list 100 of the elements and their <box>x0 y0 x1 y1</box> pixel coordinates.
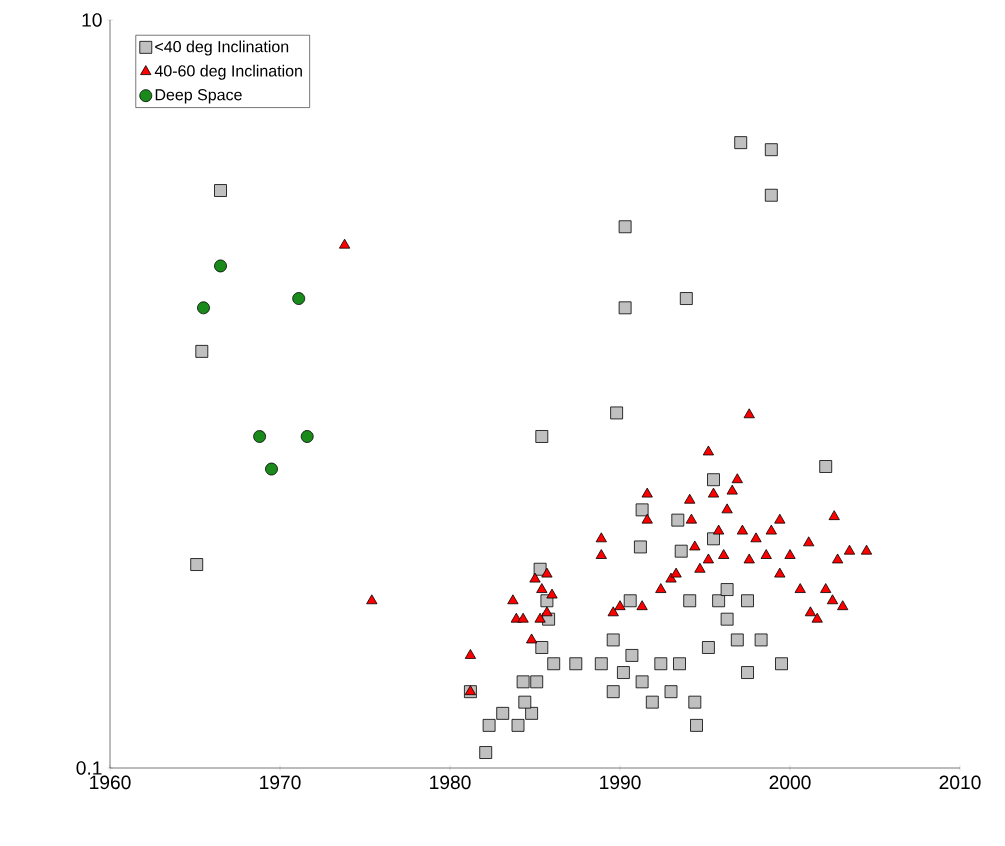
point <box>720 583 734 596</box>
point <box>702 445 715 456</box>
point <box>464 649 477 659</box>
point <box>784 549 796 559</box>
point <box>535 430 549 443</box>
point <box>190 558 204 571</box>
point <box>726 484 738 495</box>
point <box>694 562 706 573</box>
point <box>623 594 637 608</box>
x-tick-label: 1960 <box>90 775 131 790</box>
point <box>718 549 730 559</box>
point <box>366 594 378 605</box>
point <box>775 657 788 671</box>
x-tick-label: 1970 <box>260 775 301 790</box>
point <box>214 259 227 273</box>
point <box>516 675 530 689</box>
point <box>525 706 539 720</box>
point <box>685 513 698 524</box>
point <box>860 544 873 555</box>
point <box>541 567 553 578</box>
point <box>720 612 734 626</box>
point <box>529 572 541 583</box>
point <box>645 695 659 709</box>
point <box>517 612 529 623</box>
point <box>674 544 688 558</box>
point <box>689 540 701 551</box>
point <box>702 553 715 564</box>
point <box>673 657 686 671</box>
point <box>743 408 755 419</box>
point <box>214 184 227 197</box>
point <box>721 503 733 514</box>
point <box>595 549 607 559</box>
point <box>811 612 823 623</box>
point <box>774 567 786 578</box>
point <box>713 524 725 535</box>
x-tick-label: 2010 <box>939 775 981 790</box>
point <box>253 430 266 443</box>
point <box>511 718 525 732</box>
y-tick-label: 10 <box>82 13 102 27</box>
point <box>607 606 619 617</box>
point <box>594 657 608 671</box>
point <box>479 746 493 759</box>
x-tick-label: 1980 <box>430 775 471 790</box>
point <box>826 594 839 605</box>
point <box>595 532 607 543</box>
y-tick-label: 0.1 <box>76 761 102 775</box>
point <box>843 544 856 555</box>
point <box>614 600 626 611</box>
point <box>707 473 720 487</box>
point <box>832 553 844 564</box>
point <box>655 583 667 593</box>
point <box>634 540 647 554</box>
point <box>688 695 702 709</box>
point <box>530 675 544 689</box>
point <box>734 136 748 150</box>
point <box>518 695 532 709</box>
point <box>641 487 653 498</box>
point <box>774 513 786 524</box>
point <box>536 583 548 593</box>
point <box>690 718 703 732</box>
point <box>707 487 720 498</box>
point <box>636 600 648 611</box>
point <box>764 188 778 202</box>
point <box>300 430 314 443</box>
point <box>670 567 682 578</box>
point <box>625 649 639 662</box>
point <box>265 462 278 476</box>
point <box>482 718 496 732</box>
point <box>635 675 649 689</box>
point <box>743 553 755 564</box>
point <box>760 549 772 559</box>
point <box>820 583 832 593</box>
point <box>684 493 696 504</box>
point <box>507 594 519 605</box>
x-tick-label: 1990 <box>600 775 641 790</box>
point <box>541 606 553 617</box>
point <box>741 594 754 608</box>
point <box>641 513 653 524</box>
point <box>197 301 210 315</box>
point <box>546 588 558 599</box>
legend-label: Deep Space <box>155 89 242 104</box>
point <box>617 666 630 679</box>
legend-label: 40-60 deg Inclination <box>154 64 302 80</box>
point <box>764 143 778 157</box>
point <box>664 685 678 699</box>
point <box>195 344 209 358</box>
point <box>819 460 833 473</box>
point <box>526 633 538 644</box>
point <box>547 657 561 671</box>
x-tick-label: 2000 <box>769 775 811 790</box>
point <box>754 633 768 647</box>
point <box>837 600 849 611</box>
point <box>292 292 306 305</box>
point <box>339 238 351 249</box>
point <box>618 220 632 234</box>
point <box>731 473 743 484</box>
point <box>610 406 624 420</box>
legend-label: <40 deg Inclination <box>155 40 289 56</box>
point <box>741 666 754 679</box>
point <box>569 657 583 671</box>
